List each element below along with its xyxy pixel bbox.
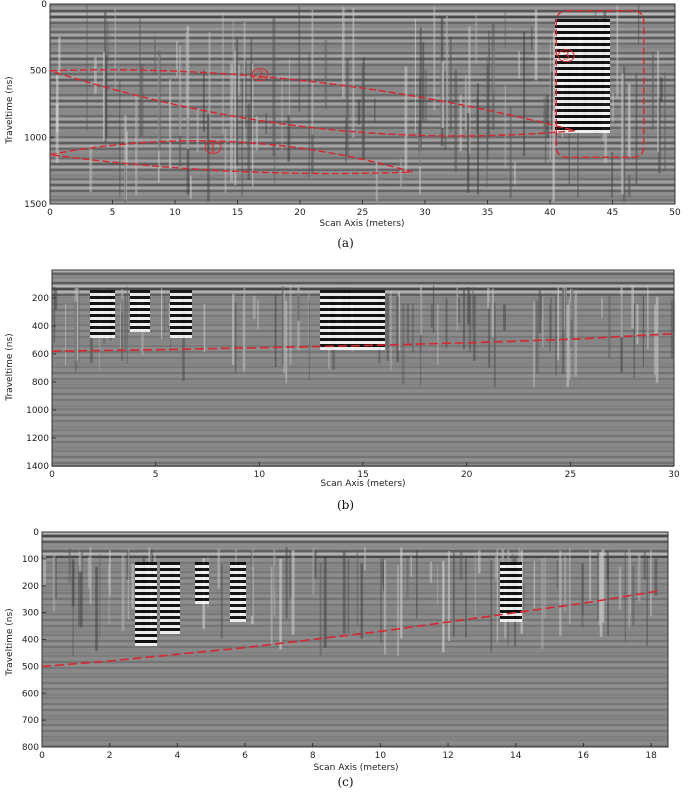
y-tick-label: 400	[22, 636, 39, 646]
annotation-label: 3	[563, 50, 570, 63]
y-tick-label: 300	[22, 609, 39, 619]
y-axis-label: Traveltime (ns)	[5, 333, 15, 401]
x-tick-label: 14	[510, 751, 522, 761]
x-tick-label: 10	[254, 470, 266, 480]
annotation-marker	[557, 49, 575, 63]
annotation-outline	[555, 9, 645, 159]
y-tick-label: 1200	[26, 434, 49, 444]
caption-b: (b)	[336, 498, 355, 512]
y-tick-label: 800	[22, 743, 39, 753]
x-tick-label: 15	[357, 470, 368, 480]
panel-a: 0 5 10 15 20 25 30 35 40 45 50 0 500 1000 1500 1 2 3 Trav…	[0, 0, 691, 250]
x-tick-label: 30	[419, 208, 431, 218]
caption-c: (c)	[337, 775, 354, 789]
y-tick-label: 1500	[24, 200, 47, 210]
x-tick-label: 0	[49, 470, 55, 480]
x-tick-label: 18	[645, 751, 657, 761]
y-tick-label: 200	[32, 294, 49, 304]
y-axis-label: Traveltime (ns)	[5, 608, 15, 676]
annotation-label: 1	[210, 141, 217, 154]
x-tick-label: 6	[242, 751, 248, 761]
y-tick-label: 700	[22, 716, 39, 726]
x-axis-label: Scan Axis (meters)	[313, 763, 398, 773]
annotation-outline	[49, 69, 576, 137]
y-tick-label: 500	[30, 67, 47, 77]
x-tick-label: 0	[47, 208, 53, 218]
x-axis-label: Scan Axis (meters)	[319, 219, 404, 229]
x-tick-label: 50	[669, 208, 681, 218]
y-tick-label: 100	[22, 555, 39, 565]
x-tick-label: 10	[169, 208, 181, 218]
x-tick-label: 5	[153, 470, 159, 480]
y-tick-label: 200	[22, 582, 39, 592]
x-tick-label: 20	[294, 208, 306, 218]
annotation-label: 2	[257, 69, 264, 82]
y-tick-label: 0	[41, 0, 47, 10]
panel-c: 0 2 4 6 8 10 12 14 16 18 0 100 200 300 400 500 600 700 800…	[0, 522, 691, 789]
x-tick-label: 25	[565, 470, 576, 480]
x-tick-label: 20	[461, 470, 473, 480]
y-tick-label: 1000	[26, 406, 49, 416]
interface-line	[41, 590, 658, 668]
y-tick-label: 600	[22, 689, 39, 699]
x-tick-label: 8	[310, 751, 316, 761]
x-tick-label: 4	[174, 751, 180, 761]
y-tick-label: 400	[32, 322, 49, 332]
y-tick-label: 1400	[26, 462, 49, 472]
y-tick-label: 800	[32, 378, 49, 388]
x-tick-label: 45	[607, 208, 618, 218]
x-tick-label: 5	[110, 208, 116, 218]
annotation-outline	[49, 140, 413, 175]
y-axis-label: Traveltime (ns)	[5, 76, 15, 144]
annotation-marker	[204, 140, 222, 154]
annotation-marker	[251, 68, 269, 82]
x-tick-label: 12	[442, 751, 453, 761]
x-tick-label: 40	[544, 208, 556, 218]
caption-a: (a)	[337, 236, 354, 250]
y-tick-label: 1000	[24, 133, 47, 143]
x-axis-label: Scan Axis (meters)	[320, 479, 405, 489]
x-tick-label: 30	[668, 470, 680, 480]
radargram-c: 0 2 4 6 8 10 12 14 16 18 0 100 200 300 400 500 600 700 800…	[5, 528, 669, 773]
y-tick-label: 500	[22, 662, 39, 672]
radargram-b: 0 5 10 15 20 25 30 200 400 600 800 1000 1200 1400 Tra…	[5, 269, 680, 489]
x-tick-label: 25	[357, 208, 368, 218]
y-tick-label: 0	[33, 528, 39, 538]
x-tick-label: 15	[232, 208, 243, 218]
x-tick-label: 35	[482, 208, 493, 218]
panel-b: 0 5 10 15 20 25 30 200 400 600 800 1000 1200 1400 Tra…	[0, 262, 691, 512]
x-tick-label: 16	[578, 751, 590, 761]
y-tick-label: 600	[32, 350, 49, 360]
x-tick-label: 2	[107, 751, 113, 761]
x-tick-label: 10	[375, 751, 387, 761]
x-tick-label: 0	[39, 751, 45, 761]
